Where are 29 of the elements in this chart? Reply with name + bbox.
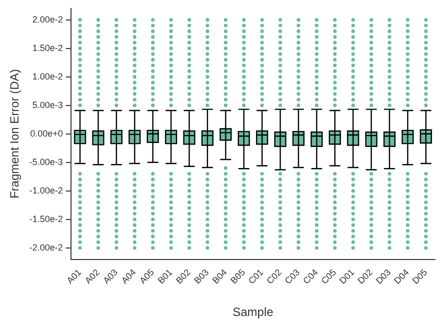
y-tick-label: 5.00e-3	[32, 100, 63, 110]
x-tick-label: C01	[246, 267, 266, 286]
x-tick-label: B01	[156, 267, 174, 286]
y-tick-label: -1.50e-2	[29, 214, 63, 224]
x-tick-label: D02	[356, 267, 374, 286]
x-tick-label: B02	[174, 267, 192, 286]
x-tick-label: B03	[192, 267, 211, 286]
y-tick-label: -2.00e-2	[29, 242, 63, 252]
x-tick-label: C02	[264, 267, 284, 286]
x-tick-label: D04	[392, 267, 411, 286]
x-tick-label: B05	[228, 267, 248, 286]
y-tick-label: -1.00e-2	[29, 185, 63, 196]
y-tick-label: 1.00e-2	[32, 71, 63, 82]
x-tick-label: D01	[338, 267, 356, 286]
x-tick-label: D03	[374, 267, 393, 286]
x-axis-title: Sample	[232, 305, 274, 320]
y-axis-title: Fragment Ion Error (DA)	[8, 69, 22, 199]
x-tick-label: C04	[301, 267, 320, 286]
x-tick-label: D05	[410, 267, 430, 286]
x-tick-label: C05	[319, 267, 338, 286]
y-tick-label: 0.00e+0	[30, 128, 63, 138]
y-tick-label: -5.00e-3	[29, 156, 63, 167]
x-tick-label: A03	[101, 267, 120, 286]
y-tick-label: 1.50e-2	[32, 42, 63, 53]
x-tick-label: A01	[64, 267, 84, 286]
x-tick-label: A02	[83, 267, 102, 286]
x-tick-label: C03	[282, 267, 302, 286]
x-tick-label: B04	[210, 267, 229, 286]
y-tick-label: 2.00e-2	[32, 14, 63, 24]
